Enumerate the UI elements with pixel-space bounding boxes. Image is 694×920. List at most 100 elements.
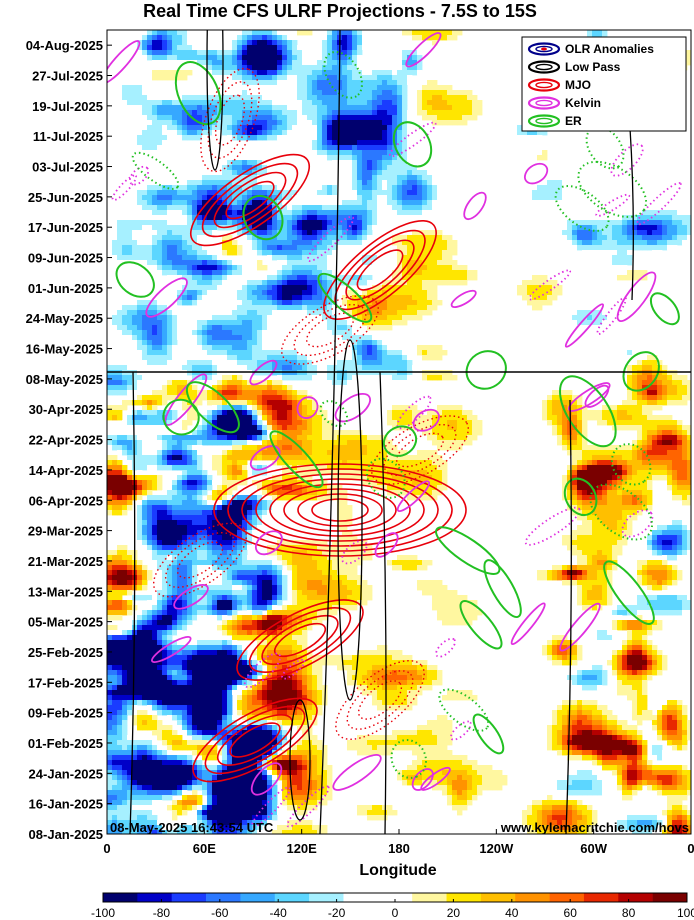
- olr-cell: [292, 310, 298, 316]
- olr-cell: [232, 225, 238, 231]
- olr-cell: [282, 385, 288, 391]
- olr-cell: [242, 360, 248, 366]
- olr-cell: [457, 265, 463, 271]
- olr-cell: [407, 115, 413, 121]
- olr-cell: [127, 410, 133, 416]
- olr-cell: [372, 105, 378, 111]
- olr-cell: [687, 220, 691, 226]
- olr-cell: [282, 75, 288, 81]
- olr-cell: [392, 185, 398, 191]
- olr-cell: [222, 315, 228, 321]
- olr-cell: [247, 340, 253, 346]
- olr-cell: [247, 280, 253, 286]
- olr-cell: [387, 95, 393, 101]
- olr-cell: [167, 50, 173, 56]
- olr-cell: [187, 130, 193, 136]
- olr-cell: [652, 420, 658, 426]
- olr-cell: [292, 395, 298, 401]
- olr-cell: [187, 275, 193, 281]
- olr-cell: [287, 230, 293, 236]
- olr-cell: [132, 255, 138, 261]
- olr-cell: [392, 165, 398, 171]
- olr-cell: [347, 195, 353, 201]
- olr-cell: [192, 175, 198, 181]
- olr-cell: [632, 240, 638, 246]
- olr-cell: [682, 220, 688, 226]
- olr-cell: [382, 130, 388, 136]
- olr-cell: [417, 35, 423, 41]
- olr-cell: [167, 70, 173, 76]
- olr-cell: [152, 410, 158, 416]
- olr-cell: [312, 215, 318, 221]
- olr-cell: [172, 230, 178, 236]
- olr-cell: [297, 415, 303, 421]
- olr-cell: [367, 230, 373, 236]
- olr-cell: [182, 200, 188, 206]
- olr-cell: [402, 210, 408, 216]
- olr-cell: [292, 250, 298, 256]
- olr-cell: [402, 205, 408, 211]
- olr-cell: [402, 300, 408, 306]
- olr-cell: [332, 220, 338, 226]
- olr-cell: [132, 140, 138, 146]
- olr-cell: [252, 355, 258, 361]
- olr-cell: [312, 205, 318, 211]
- olr-cell: [367, 270, 373, 276]
- olr-cell: [372, 155, 378, 161]
- olr-cell: [257, 410, 263, 416]
- olr-cell: [232, 330, 238, 336]
- olr-cell: [567, 230, 573, 236]
- olr-cell: [187, 245, 193, 251]
- olr-cell: [377, 260, 383, 266]
- olr-cell: [612, 260, 618, 266]
- olr-cell: [387, 365, 393, 371]
- olr-cell: [337, 335, 343, 341]
- olr-cell: [312, 305, 318, 311]
- olr-cell: [172, 320, 178, 326]
- olr-cell: [357, 350, 363, 356]
- olr-cell: [392, 160, 398, 166]
- olr-cell: [237, 245, 243, 251]
- olr-cell: [292, 260, 298, 266]
- olr-cell: [567, 435, 573, 441]
- olr-cell: [297, 110, 303, 116]
- olr-cell: [217, 80, 223, 86]
- olr-cell: [167, 420, 173, 426]
- olr-cell: [297, 270, 303, 276]
- olr-cell: [172, 60, 178, 66]
- olr-cell: [437, 255, 443, 261]
- olr-cell: [537, 185, 543, 191]
- olr-cell: [347, 100, 353, 106]
- olr-cell: [257, 315, 263, 321]
- olr-cell: [657, 415, 663, 421]
- olr-cell: [157, 325, 163, 331]
- olr-cell: [162, 200, 168, 206]
- olr-cell: [302, 390, 308, 396]
- olr-cell: [532, 190, 538, 196]
- olr-cell: [167, 105, 173, 111]
- olr-cell: [147, 250, 153, 256]
- olr-cell: [172, 340, 178, 346]
- olr-cell: [452, 35, 458, 41]
- olr-cell: [622, 400, 628, 406]
- olr-cell: [467, 100, 473, 106]
- olr-cell: [402, 105, 408, 111]
- olr-cell: [142, 245, 148, 251]
- olr-cell: [352, 175, 358, 181]
- olr-cell: [192, 395, 198, 401]
- olr-cell: [347, 335, 353, 341]
- olr-cell: [442, 35, 448, 41]
- olr-cell: [302, 220, 308, 226]
- olr-cell: [437, 425, 443, 431]
- olr-cell: [237, 360, 243, 366]
- olr-cell: [232, 295, 238, 301]
- olr-cell: [257, 130, 263, 136]
- olr-cell: [112, 390, 118, 396]
- olr-cell: [407, 375, 413, 381]
- olr-cell: [472, 115, 478, 121]
- olr-cell: [132, 100, 138, 106]
- olr-cell: [332, 150, 338, 156]
- olr-cell: [322, 270, 328, 276]
- olr-cell: [312, 60, 318, 66]
- olr-cell: [152, 125, 158, 131]
